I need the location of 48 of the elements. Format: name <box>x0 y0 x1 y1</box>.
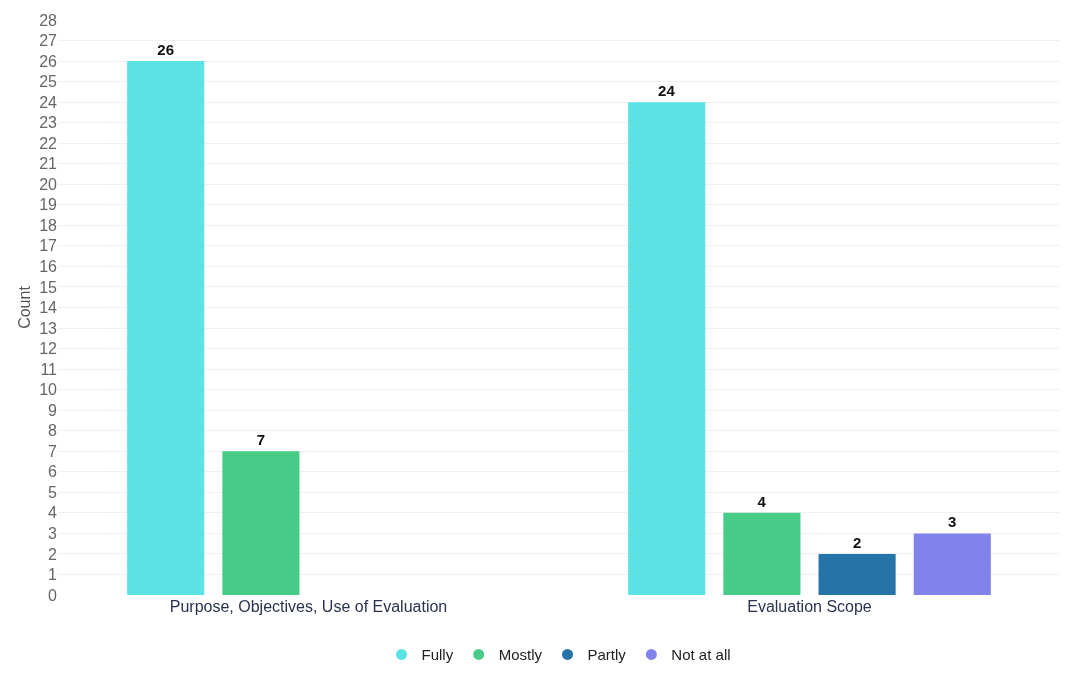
y-tick-label: 21 <box>39 155 58 173</box>
legend-label: Not at all <box>671 646 731 664</box>
y-tick-label: 2 <box>48 545 58 563</box>
data-label: 3 <box>948 513 957 531</box>
y-tick-label: 17 <box>39 237 58 255</box>
y-tick-label: 25 <box>39 73 58 91</box>
y-tick-label: 4 <box>48 504 58 522</box>
y-tick-label: 12 <box>39 340 58 358</box>
y-tick-label: 19 <box>39 196 58 214</box>
y-tick-label: 13 <box>39 319 58 337</box>
data-label: 2 <box>852 533 862 551</box>
data-label: 7 <box>256 431 266 449</box>
data-label: 4 <box>757 492 767 510</box>
y-tick-label: 27 <box>39 32 58 50</box>
bar <box>222 451 300 595</box>
legend-label: Partly <box>587 646 627 664</box>
y-tick-label: 0 <box>48 586 58 604</box>
y-tick-label: 28 <box>39 11 58 29</box>
bar <box>818 553 896 595</box>
y-tick-label: 15 <box>39 278 58 296</box>
y-tick-label: 5 <box>48 483 58 501</box>
y-tick-label: 6 <box>48 463 58 481</box>
y-tick-label: 3 <box>48 524 58 542</box>
y-tick-label: 1 <box>48 566 58 584</box>
y-tick-label: 14 <box>39 299 58 317</box>
data-label: 26 <box>157 41 175 59</box>
y-tick-label: 7 <box>48 442 58 460</box>
bar <box>628 102 706 595</box>
legend-label: Mostly <box>498 646 543 664</box>
y-tick-label: 20 <box>39 175 58 193</box>
y-tick-label: 10 <box>39 381 58 399</box>
y-axis-title: Count <box>16 285 34 329</box>
y-tick-label: 26 <box>39 52 58 70</box>
data-label: 24 <box>658 82 676 100</box>
legend-label: Fully <box>421 646 454 664</box>
bar <box>127 61 205 595</box>
y-tick-label: 18 <box>39 216 58 234</box>
y-tick-label: 9 <box>48 401 58 419</box>
x-tick-label: Evaluation Scope <box>747 598 872 615</box>
y-tick-label: 8 <box>48 422 58 440</box>
bar <box>723 512 801 595</box>
y-tick-label: 16 <box>39 258 58 276</box>
y-tick-label: 11 <box>40 360 58 378</box>
y-tick-label: 22 <box>39 134 58 152</box>
bar <box>913 533 991 595</box>
y-tick-label: 24 <box>39 93 58 111</box>
y-tick-label: 23 <box>39 114 58 132</box>
x-tick-label: Purpose, Objectives, Use of Evaluation <box>169 598 448 615</box>
